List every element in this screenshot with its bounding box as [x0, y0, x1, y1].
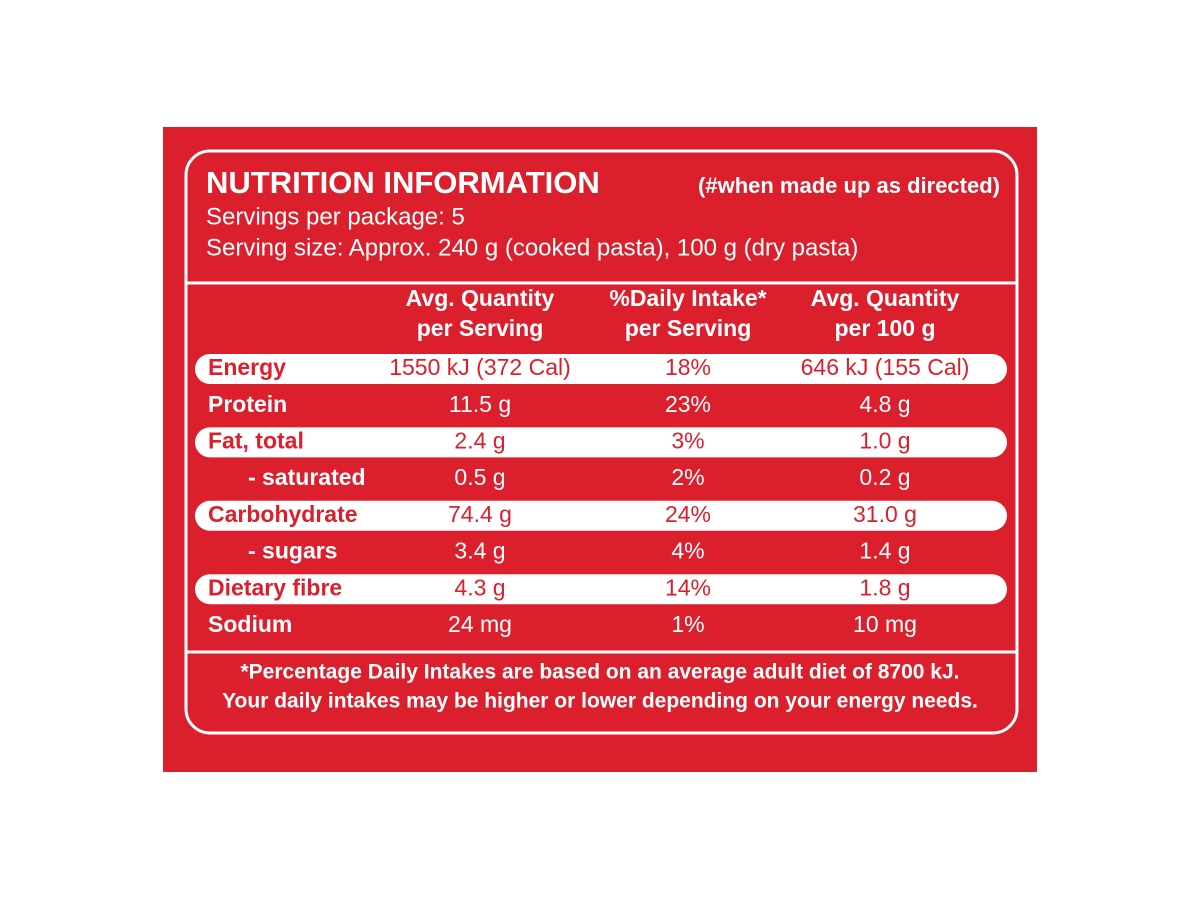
cell: 24 mg	[448, 611, 512, 637]
column-header: %Daily Intake*	[609, 285, 766, 311]
cell: 1.0 g	[859, 427, 910, 453]
cell: 11.5 g	[449, 391, 511, 417]
column-header: per 100 g	[835, 315, 936, 341]
cell: 1550 kJ (372 Cal)	[389, 354, 571, 380]
cell: 3%	[671, 427, 704, 453]
cell: 31.0 g	[853, 501, 917, 527]
cell: 4%	[671, 538, 704, 564]
row-label: Carbohydrate	[208, 501, 358, 527]
cell: 4.8 g	[859, 391, 910, 417]
cell: 1.8 g	[859, 574, 910, 600]
cell: 0.2 g	[859, 464, 910, 490]
row-label: Sodium	[208, 611, 292, 637]
row-label: Protein	[208, 391, 287, 417]
cell: 2.4 g	[454, 427, 505, 453]
cell: 3.4 g	[454, 538, 505, 564]
row-band	[195, 574, 1007, 605]
title-note: (#when made up as directed)	[698, 173, 1000, 198]
cell: 1%	[671, 611, 704, 637]
footnote: *Percentage Daily Intakes are based on a…	[241, 661, 960, 684]
label-border	[184, 149, 1019, 735]
footnote: Your daily intakes may be higher or lowe…	[222, 690, 978, 713]
cell: 24%	[665, 501, 711, 527]
cell: 10 mg	[853, 611, 917, 637]
cell: 18%	[665, 354, 711, 380]
cell: 646 kJ (155 Cal)	[801, 354, 970, 380]
servings: Servings per package: 5	[206, 203, 465, 230]
row-label: - saturated	[248, 464, 366, 490]
row-label: Fat, total	[208, 427, 304, 453]
row-label: Dietary fibre	[208, 574, 342, 600]
serving-size: Serving size: Approx. 240 g (cooked past…	[206, 234, 858, 261]
cell: 2%	[671, 464, 704, 490]
cell: 23%	[665, 391, 711, 417]
column-header: per Serving	[625, 315, 752, 341]
row-band	[195, 354, 1007, 384]
cell: 14%	[665, 574, 711, 600]
title: NUTRITION INFORMATION	[206, 165, 600, 200]
column-header: Avg. Quantity	[811, 285, 960, 311]
column-header: Avg. Quantity	[406, 285, 555, 311]
cell: 4.3 g	[454, 574, 505, 600]
row-band	[195, 500, 1007, 531]
cell: 74.4 g	[448, 501, 512, 527]
row-label: - sugars	[248, 538, 337, 564]
column-header: per Serving	[417, 315, 544, 341]
cell: 0.5 g	[454, 464, 505, 490]
row-label: Energy	[208, 354, 286, 380]
row-band	[195, 427, 1007, 458]
cell: 1.4 g	[859, 538, 910, 564]
